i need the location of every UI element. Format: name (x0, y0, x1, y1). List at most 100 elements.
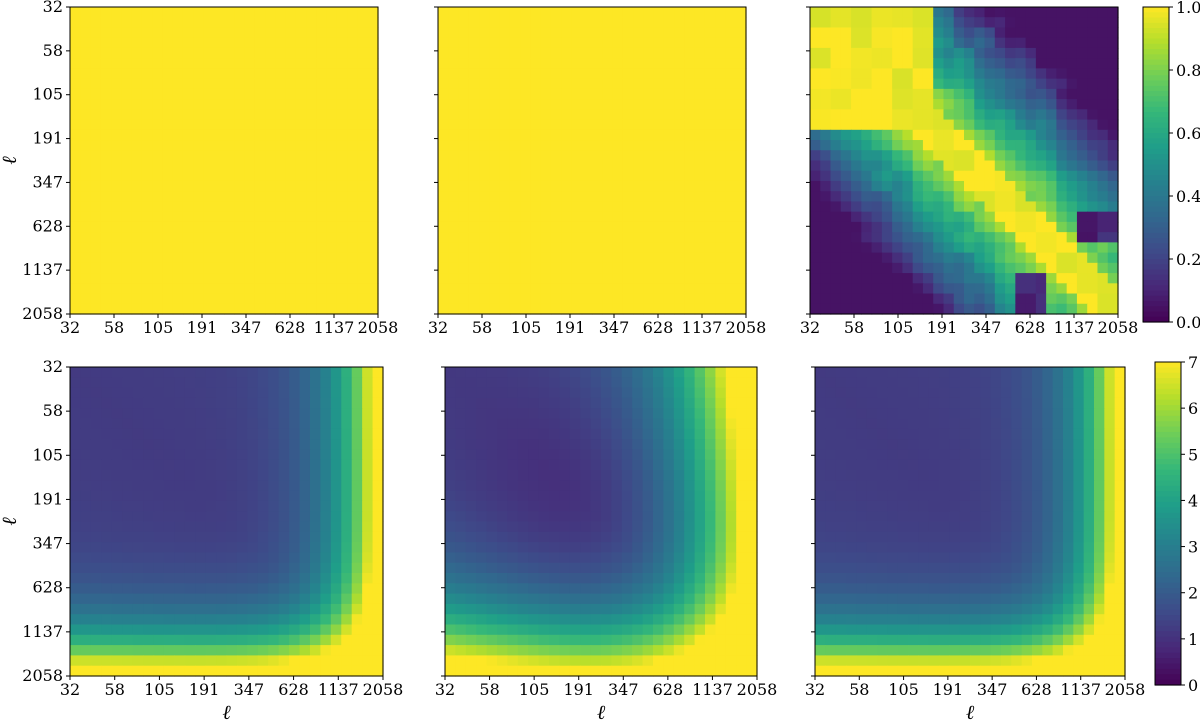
heatmap-cell (497, 593, 508, 605)
heatmap-cell (974, 191, 986, 203)
heatmap-cell (70, 242, 81, 254)
heatmap-cell (90, 232, 102, 243)
heatmap-cell (1005, 140, 1016, 151)
heatmap-cell (247, 367, 259, 378)
heatmap-cell (70, 119, 81, 131)
heatmap-cell (479, 150, 490, 162)
heatmap-cell (330, 449, 342, 461)
heatmap-cell (561, 150, 573, 162)
heatmap-cell (111, 170, 122, 182)
heatmap-cell (468, 68, 480, 80)
heatmap-cell (70, 180, 81, 192)
heatmap-cell (520, 7, 531, 18)
heatmap-cell (195, 552, 207, 564)
heatmap-cell (131, 170, 143, 182)
heatmap-cell (162, 252, 174, 264)
heatmap-cell (1021, 470, 1033, 481)
heatmap-cell (612, 17, 624, 29)
heatmap-cell (507, 459, 519, 471)
heatmap-cell (725, 459, 737, 471)
heatmap-cell (131, 211, 143, 223)
heatmap-cell (80, 593, 92, 605)
heatmap-cell (122, 367, 134, 378)
heatmap-cell (581, 17, 593, 29)
heatmap-cell (336, 242, 348, 254)
heatmap-cell (448, 119, 460, 131)
heatmap-cell (182, 47, 194, 59)
heatmap-cell (592, 27, 603, 39)
heatmap-cell (1087, 27, 1099, 39)
heatmap-cell (830, 150, 842, 162)
heatmap-cell (1042, 459, 1054, 471)
heatmap-cell (489, 303, 501, 315)
heatmap-cell (846, 428, 857, 440)
heatmap-cell (468, 191, 480, 203)
heatmap-cell (275, 221, 287, 233)
heatmap-cell (851, 109, 862, 121)
heatmap-cell (1042, 387, 1054, 399)
heatmap-cell (530, 273, 542, 284)
heatmap-cell (528, 490, 540, 502)
heatmap-cell (131, 191, 143, 203)
heatmap-cell (922, 109, 934, 121)
heatmap-cell (244, 58, 256, 69)
heatmap-cell (141, 303, 153, 315)
heatmap-cell (746, 387, 758, 399)
heatmap-cell (306, 68, 317, 80)
heatmap-cell (673, 449, 685, 461)
heatmap-cell (590, 428, 602, 440)
heatmap-cell (458, 262, 470, 274)
heatmap-cell (846, 459, 857, 471)
heatmap-cell (184, 449, 196, 461)
heatmap-cell (1104, 459, 1116, 471)
heatmap-cell (213, 99, 225, 110)
heatmap-cell (509, 170, 521, 182)
heatmap-cell (1046, 27, 1057, 39)
heatmap-cell (80, 521, 92, 533)
heatmap-cell (653, 119, 665, 131)
heatmap-cell (203, 262, 215, 274)
heatmap-cell (611, 562, 623, 574)
heatmap-cell (902, 242, 914, 254)
heatmap-cell (131, 109, 143, 121)
heatmap-cell (642, 593, 654, 605)
x-tick-label: 32 (800, 318, 820, 337)
heatmap-cell (715, 593, 727, 605)
heatmap-cell (101, 562, 113, 574)
heatmap-cell (663, 500, 675, 512)
heatmap-cell (835, 470, 847, 481)
heatmap-cell (871, 129, 883, 141)
heatmap-cell (851, 17, 862, 29)
heatmap-cell (684, 78, 696, 90)
heatmap-cell (943, 58, 955, 69)
heatmap-cell (320, 593, 332, 605)
heatmap-cell (866, 377, 878, 389)
heatmap-cell (1025, 262, 1037, 274)
heatmap-cell (184, 665, 196, 677)
heatmap-cell (100, 273, 112, 284)
heatmap-cell (499, 140, 511, 151)
heatmap-cell (928, 480, 940, 492)
heatmap-cell (326, 140, 338, 151)
heatmap-cell (684, 387, 696, 399)
heatmap-cell (866, 397, 878, 409)
heatmap-cell (489, 262, 501, 274)
heatmap-cell (122, 655, 134, 667)
heatmap-cell (121, 37, 133, 49)
heatmap-cell (236, 583, 248, 595)
heatmap-cell (372, 511, 384, 523)
heatmap-cell (1035, 221, 1047, 233)
heatmap-cell (254, 140, 266, 151)
heatmap-cell (205, 387, 217, 399)
heatmap-cell (663, 614, 675, 626)
heatmap-cell (70, 418, 82, 430)
heatmap-cell (984, 293, 996, 305)
heatmap-cell (306, 242, 317, 254)
heatmap-cell (153, 459, 165, 471)
heatmap-cell (632, 459, 644, 471)
heatmap-cell (479, 119, 490, 131)
heatmap-cell (517, 624, 529, 636)
heatmap-cell (538, 542, 550, 553)
heatmap-cell (581, 7, 593, 18)
heatmap-cell (100, 150, 112, 162)
